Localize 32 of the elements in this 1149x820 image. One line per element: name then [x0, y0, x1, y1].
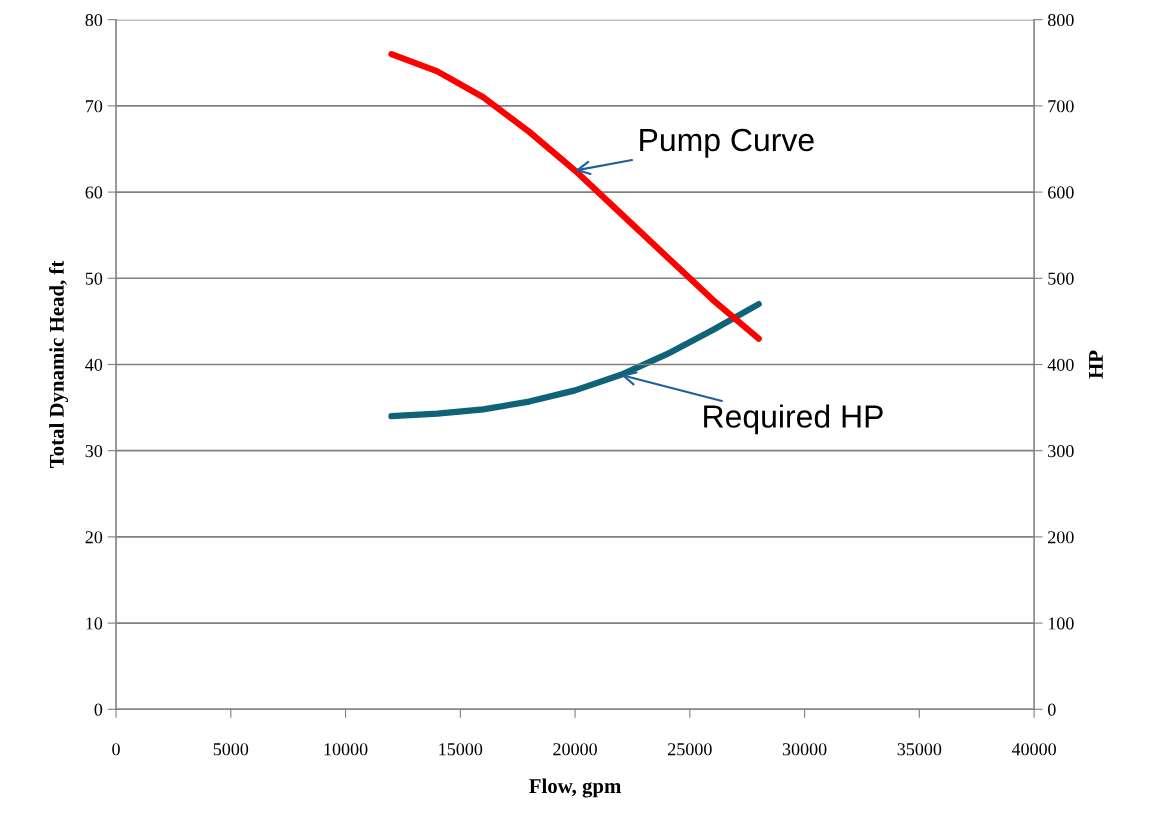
y-axis-title: Total Dynamic Head, ft — [48, 260, 69, 468]
x-tick-label: 20000 — [553, 743, 597, 756]
x-tick-label: 40000 — [1011, 743, 1056, 756]
y-tick-label: 10 — [86, 617, 103, 630]
y-tick-label: 60 — [85, 186, 103, 199]
x-tick-label: 35000 — [897, 743, 942, 756]
y2-tick-label: 800 — [1047, 13, 1074, 27]
x-tick-label: 5000 — [213, 743, 249, 756]
series-label: Required HP — [704, 404, 883, 435]
y2-tick-label: 400 — [1047, 358, 1074, 371]
y2-tick-label: 700 — [1048, 100, 1074, 113]
y2-tick-label: 600 — [1048, 186, 1074, 199]
y-tick-label: 30 — [85, 444, 103, 458]
series-label: Pump Curve — [640, 128, 814, 158]
y2-tick-label: 200 — [1048, 531, 1074, 544]
y2-tick-label: 100 — [1048, 617, 1074, 630]
y-tick-label: 20 — [85, 531, 103, 544]
y-tick-label: 50 — [85, 272, 103, 285]
x-tick-label: 25000 — [668, 743, 712, 756]
y2-axis-title: HP — [1089, 350, 1103, 379]
y-tick-label: 0 — [94, 703, 103, 716]
x-tick-label: 0 — [112, 743, 120, 756]
y-tick-label: 80 — [85, 13, 103, 27]
y-tick-label: 70 — [85, 100, 103, 113]
y2-tick-label: 500 — [1048, 272, 1074, 285]
y2-tick-label: 300 — [1048, 444, 1074, 458]
x-axis-title: Flow, gpm — [529, 778, 622, 798]
y2-tick-label: 0 — [1047, 703, 1056, 716]
x-tick-label: 10000 — [324, 743, 368, 756]
y-tick-label: 40 — [85, 358, 103, 371]
x-tick-label: 30000 — [782, 743, 827, 756]
x-tick-label: 15000 — [439, 743, 483, 756]
